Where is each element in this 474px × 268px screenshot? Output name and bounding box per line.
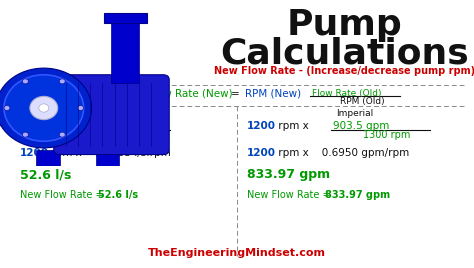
Text: Formula:: Formula:	[100, 89, 152, 99]
Circle shape	[78, 106, 83, 110]
Bar	[0, 96, 56, 120]
Circle shape	[59, 79, 65, 84]
Text: Flow Rate (New): Flow Rate (New)	[148, 89, 233, 99]
Text: Imperial: Imperial	[337, 109, 374, 118]
Text: Flow Rate (Old): Flow Rate (Old)	[312, 89, 382, 98]
Circle shape	[22, 79, 28, 84]
Text: 833.97 gpm: 833.97 gpm	[325, 190, 390, 200]
Text: Metric: Metric	[136, 109, 164, 118]
Text: 903.5 gpm: 903.5 gpm	[333, 121, 389, 131]
Bar	[111, 20, 139, 83]
Circle shape	[22, 132, 28, 137]
Text: Pump: Pump	[287, 8, 403, 42]
Text: 1200: 1200	[20, 121, 49, 131]
Text: =: =	[231, 89, 240, 99]
Text: New Flow Rate =: New Flow Rate =	[247, 190, 334, 200]
Text: rpm x    0.0483 l/s.rpm: rpm x 0.0483 l/s.rpm	[48, 148, 171, 158]
Circle shape	[30, 96, 58, 120]
Bar	[0, 91, 8, 125]
Text: 1200: 1200	[247, 148, 276, 158]
Text: 1200: 1200	[247, 121, 276, 131]
Text: New Flow Rate - (Increase/decrease pump rpm): New Flow Rate - (Increase/decrease pump …	[214, 66, 474, 76]
Circle shape	[0, 68, 91, 148]
Text: RPM (Old): RPM (Old)	[340, 97, 384, 106]
Text: TheEngineeringMindset.com: TheEngineeringMindset.com	[148, 248, 326, 258]
Text: 1300 rpm: 1300 rpm	[363, 130, 410, 140]
Bar	[36, 150, 60, 166]
Bar	[96, 150, 119, 166]
Text: New Flow Rate =: New Flow Rate =	[20, 190, 107, 200]
Text: 1300 rpm: 1300 rpm	[110, 130, 157, 140]
Circle shape	[4, 75, 83, 141]
Text: rpm x: rpm x	[275, 121, 309, 131]
Text: 833.97 gpm: 833.97 gpm	[247, 168, 330, 181]
Circle shape	[39, 104, 49, 112]
Circle shape	[4, 106, 10, 110]
Circle shape	[59, 132, 65, 137]
Text: RPM (New): RPM (New)	[245, 89, 301, 99]
Bar	[103, 13, 147, 23]
FancyBboxPatch shape	[54, 75, 169, 155]
Text: 1200: 1200	[20, 148, 49, 158]
Text: 52.6 l/s: 52.6 l/s	[98, 190, 138, 200]
Text: rpm x: rpm x	[48, 121, 82, 131]
Text: 57 l/s: 57 l/s	[104, 121, 133, 131]
Text: 52.6 l/s: 52.6 l/s	[20, 168, 72, 181]
Text: Calculations: Calculations	[220, 36, 469, 70]
Text: rpm x    0.6950 gpm/rpm: rpm x 0.6950 gpm/rpm	[275, 148, 409, 158]
